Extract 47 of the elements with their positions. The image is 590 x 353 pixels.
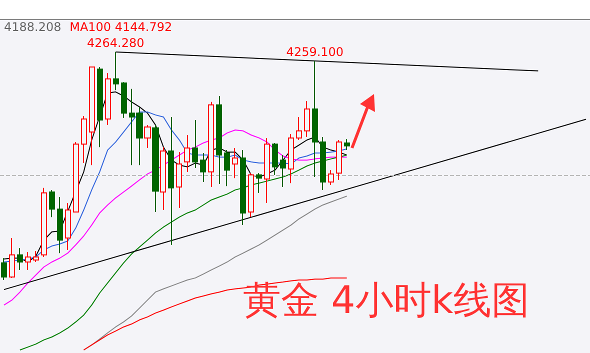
text: 4188.208: [4, 20, 62, 34]
candlestick: [144, 124, 151, 148]
candlestick: [97, 66, 103, 148]
candlestick: [152, 124, 159, 213]
candlestick: [160, 146, 166, 211]
candlestick: [328, 170, 334, 186]
candlestick: [176, 152, 182, 208]
candlestick: [240, 150, 246, 226]
candlestick: [121, 82, 127, 118]
candlestick: [320, 136, 326, 190]
candlestick: [272, 142, 278, 176]
candlestick: [65, 202, 71, 250]
candlestick: [105, 72, 111, 126]
candlestick: [81, 116, 87, 164]
text: 黄金 4小时k线图: [243, 278, 530, 322]
candlestick: [25, 251, 31, 270]
candlestick: [288, 134, 294, 184]
candlestick: [208, 101, 214, 188]
candlestick: [57, 196, 63, 254]
candlestick: [9, 238, 15, 278]
candlestick: [256, 172, 262, 194]
text: MA100 4144.792: [70, 20, 172, 34]
candlestick: [304, 100, 310, 138]
candlestick: [232, 147, 238, 179]
candlestick: [296, 116, 302, 141]
candlestick: [73, 142, 79, 213]
candlestick: [216, 96, 222, 185]
candlestick: [312, 60, 318, 178]
candlestick: [192, 119, 198, 169]
candlestick: [280, 154, 286, 188]
candlestick: [113, 52, 119, 91]
candlestick: [344, 138, 350, 151]
candlestick: [41, 187, 47, 258]
candlestick: [184, 134, 190, 172]
candlestick: [200, 152, 206, 182]
candlestick: [224, 150, 230, 187]
candlestick: [168, 116, 174, 246]
annotation: 4259.100: [286, 44, 344, 59]
candlestick: [49, 189, 55, 218]
candlestick: [248, 172, 254, 218]
candlestick: [264, 137, 270, 204]
annotation: 4264.280: [86, 36, 144, 50]
candlestick: [33, 250, 39, 262]
candlestick: [17, 248, 23, 270]
candlestick: [336, 140, 342, 180]
candlestick: [1, 258, 7, 281]
candlestick: [89, 66, 95, 166]
